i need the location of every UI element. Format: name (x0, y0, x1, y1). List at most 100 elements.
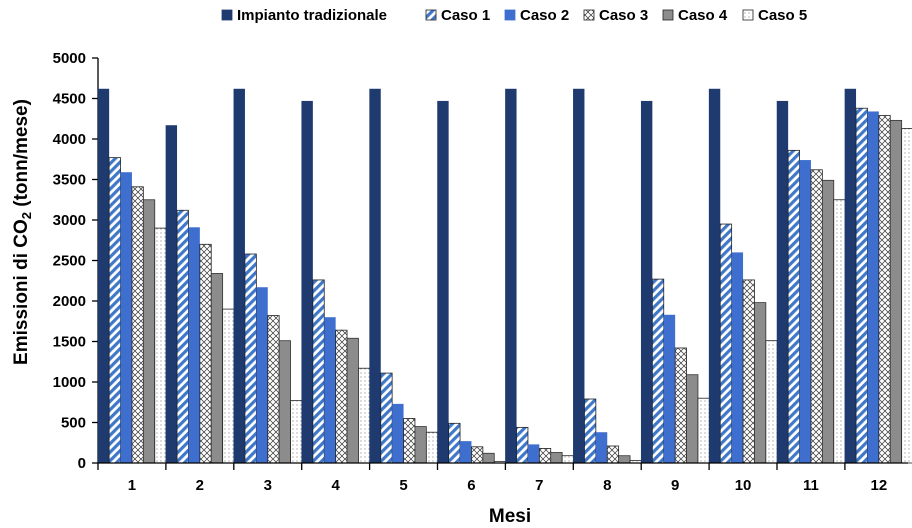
bar (516, 426, 529, 464)
bar (471, 446, 484, 464)
legend-swatch (742, 9, 754, 21)
bar (674, 347, 687, 464)
bar (663, 314, 676, 463)
x-tick-label: 5 (399, 477, 407, 494)
bar (335, 329, 348, 464)
bar (278, 340, 291, 464)
bar (403, 418, 416, 464)
legend-label: Caso 3 (599, 7, 648, 24)
x-tick-label: 7 (535, 477, 543, 494)
bar (606, 445, 620, 464)
bar (256, 287, 268, 463)
bar (154, 227, 167, 464)
y-tick-label: 4000 (53, 131, 86, 148)
x-tick-label: 3 (264, 477, 272, 494)
bar (448, 422, 461, 464)
bar (719, 223, 733, 464)
bar (901, 128, 912, 464)
bar (437, 100, 449, 464)
bar (697, 397, 710, 464)
bar (120, 172, 132, 463)
bar (324, 317, 336, 463)
bar (595, 432, 608, 463)
legend-label: Caso 4 (678, 7, 728, 24)
legend-swatch (662, 9, 674, 21)
bar (131, 186, 144, 464)
bar (233, 88, 245, 463)
bar (312, 279, 325, 464)
legend-label: Caso 5 (758, 7, 807, 24)
x-tick-label: 12 (871, 477, 888, 494)
bar (414, 426, 427, 464)
bar (380, 372, 393, 464)
y-tick-label: 1500 (53, 334, 86, 351)
y-tick-label: 500 (61, 415, 86, 432)
bar (651, 278, 665, 464)
bar (108, 157, 121, 464)
y-tick-label: 4500 (53, 91, 86, 108)
y-tick-label: 2000 (53, 293, 86, 310)
x-axis-title: Mesi (489, 506, 531, 527)
y-tick-label: 1000 (53, 374, 86, 391)
bar (176, 209, 189, 464)
bar (165, 125, 178, 463)
bar (889, 119, 903, 464)
x-tick-label: 2 (196, 477, 204, 494)
bar (810, 169, 823, 464)
bar (878, 115, 891, 464)
bar (301, 100, 313, 464)
x-tick-label: 8 (603, 477, 611, 494)
bar (290, 400, 303, 464)
x-tick-label: 4 (331, 477, 340, 494)
bar (222, 308, 235, 464)
bar (833, 199, 846, 464)
y-axis: 0 500 1000 1500 2000 2500 3000 3500 4000 4500 5000 (53, 50, 99, 472)
bar (460, 441, 472, 463)
y-tick-label: 3500 (53, 172, 86, 189)
y-tick-label: 0 (78, 455, 86, 472)
bar (199, 243, 212, 464)
bar (97, 88, 110, 463)
bar (821, 179, 835, 464)
bar (358, 367, 371, 464)
y-axis-title-unit: (tonn/mese) (11, 99, 32, 212)
x-tick-label: 10 (735, 477, 752, 494)
bar (346, 337, 359, 464)
bar (244, 253, 257, 464)
bars (97, 88, 912, 464)
bar (538, 448, 552, 464)
bar (686, 374, 699, 464)
bar (267, 315, 280, 464)
bar (855, 107, 868, 464)
bar (742, 279, 755, 464)
y-axis-title-subscript: 2 (19, 212, 34, 219)
bar (142, 199, 156, 464)
legend-label: Caso 1 (441, 7, 490, 24)
y-axis-title-text: Emissioni di CO (11, 219, 32, 365)
y-tick-label: 5000 (53, 50, 86, 67)
legend: Impianto tradizionale Caso 1 Caso 2 Caso 3 C… (221, 7, 807, 24)
legend-swatch (425, 9, 437, 21)
legend-swatch (583, 9, 595, 21)
y-axis-title: Emissioni di CO2 (tonn/mese) (11, 99, 34, 365)
x-tick-label: 1 (128, 477, 136, 494)
bar (708, 88, 721, 463)
bar (618, 455, 631, 464)
bar (640, 100, 653, 464)
bar (392, 403, 404, 463)
legend-swatch (504, 9, 516, 21)
bar (505, 88, 517, 463)
bar (369, 88, 381, 463)
bar (754, 302, 767, 464)
x-tick-label: 9 (671, 477, 679, 494)
bar (731, 252, 744, 463)
bar (799, 160, 811, 463)
y-tick-label: 2500 (53, 253, 86, 270)
bar (765, 340, 778, 464)
bar (867, 111, 879, 464)
bar (584, 398, 597, 464)
bar (425, 431, 439, 464)
bar (550, 452, 563, 464)
y-tick-label: 3000 (53, 212, 86, 229)
